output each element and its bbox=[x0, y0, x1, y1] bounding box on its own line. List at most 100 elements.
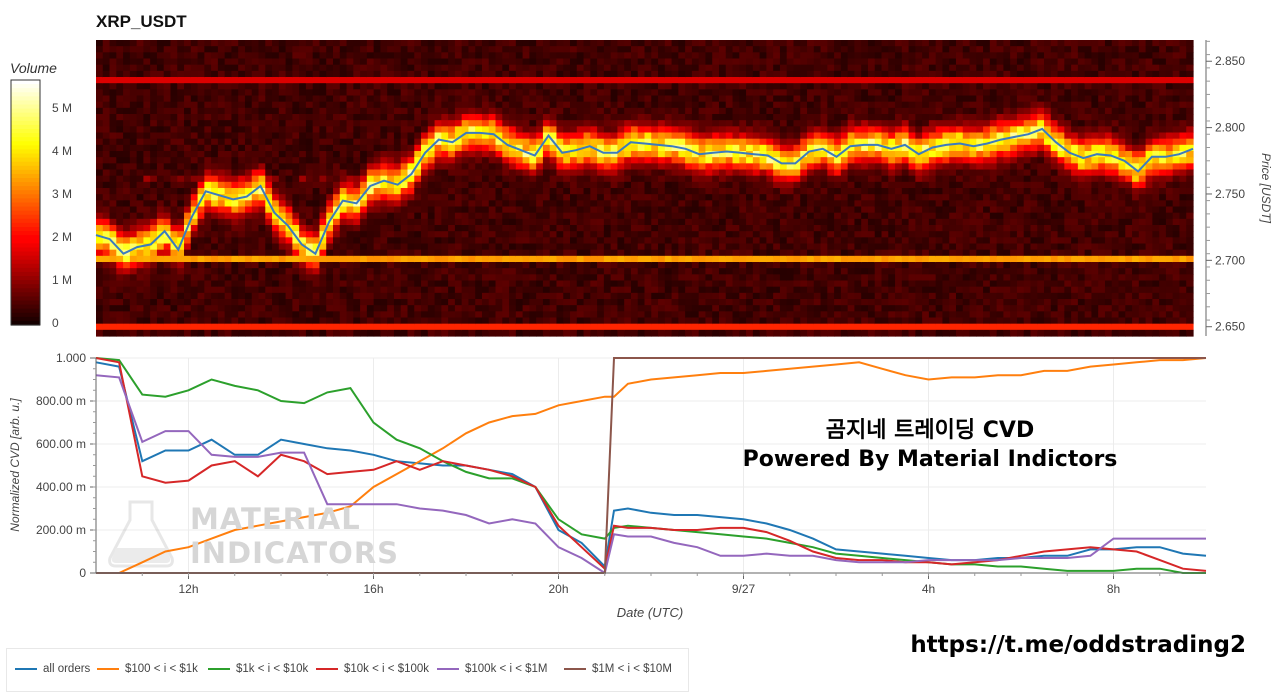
heatmap-cell bbox=[427, 262, 436, 269]
heatmap-cell bbox=[630, 126, 639, 134]
heatmap-cell bbox=[299, 163, 307, 171]
heatmap-cell bbox=[746, 64, 754, 72]
heatmap-cell bbox=[678, 305, 686, 312]
heatmap-cell bbox=[705, 299, 713, 306]
heatmap-cell bbox=[454, 58, 463, 66]
heatmap-cell bbox=[759, 194, 767, 201]
heatmap-cell bbox=[305, 292, 314, 300]
heatmap-cell bbox=[278, 249, 287, 257]
heatmap-cell bbox=[624, 40, 632, 47]
heatmap-cell bbox=[651, 64, 659, 72]
heatmap-cell bbox=[177, 200, 185, 208]
heatmap-cell bbox=[258, 262, 266, 269]
heatmap-cell bbox=[597, 163, 605, 171]
heatmap-cell bbox=[346, 120, 354, 127]
heatmap-cell bbox=[637, 132, 646, 140]
heatmap-cell bbox=[786, 58, 795, 66]
heatmap-cell bbox=[691, 120, 700, 127]
heatmap-cell bbox=[224, 40, 233, 47]
heatmap-cell bbox=[333, 181, 341, 189]
heatmap-cell bbox=[217, 212, 226, 220]
heatmap-cell bbox=[522, 218, 530, 226]
heatmap-cell bbox=[366, 237, 375, 245]
heatmap-cell bbox=[590, 280, 598, 288]
heatmap-cell bbox=[570, 188, 578, 195]
heatmap-cell bbox=[353, 52, 361, 60]
heatmap-cell bbox=[380, 70, 388, 78]
heatmap-cell bbox=[475, 83, 483, 90]
heatmap-cell bbox=[204, 243, 212, 251]
heatmap-cell bbox=[224, 200, 233, 208]
heatmap-cell bbox=[488, 237, 497, 245]
heatmap-cell bbox=[495, 188, 503, 195]
heatmap-cell bbox=[624, 175, 632, 183]
heatmap-cell bbox=[299, 292, 307, 300]
heatmap-cell bbox=[732, 46, 740, 53]
heatmap-cell bbox=[339, 138, 348, 146]
heatmap-cell bbox=[434, 163, 442, 171]
heatmap-cell bbox=[644, 144, 652, 152]
heatmap-cell bbox=[481, 64, 490, 72]
heatmap-cell bbox=[231, 169, 239, 177]
heatmap-cell bbox=[265, 243, 273, 251]
heatmap-cell bbox=[651, 40, 659, 47]
heatmap-cell bbox=[278, 70, 287, 78]
heatmap-cell bbox=[102, 132, 111, 140]
heatmap-cell bbox=[123, 101, 131, 109]
heatmap-cell bbox=[502, 262, 510, 269]
heatmap-cell bbox=[312, 280, 321, 288]
heatmap-cell bbox=[346, 151, 354, 158]
heatmap-cell bbox=[136, 83, 144, 90]
heatmap-cell bbox=[617, 225, 625, 232]
heatmap-cell bbox=[630, 237, 639, 245]
heatmap-cell bbox=[671, 126, 679, 134]
heatmap-cell bbox=[766, 101, 774, 109]
heatmap-cell bbox=[251, 243, 260, 251]
heatmap-cell bbox=[603, 225, 612, 232]
heatmap-cell bbox=[366, 126, 375, 134]
heatmap-cell bbox=[434, 218, 442, 226]
heatmap-cell bbox=[752, 268, 761, 275]
heatmap-cell bbox=[251, 40, 260, 47]
heatmap-cell bbox=[475, 46, 483, 53]
heatmap-cell bbox=[319, 175, 327, 183]
heatmap-cell bbox=[725, 163, 734, 171]
heatmap-cell bbox=[251, 77, 260, 84]
heatmap-cell bbox=[488, 218, 497, 226]
heatmap-cell bbox=[536, 237, 544, 245]
heatmap-cell bbox=[427, 132, 436, 140]
heatmap-cell bbox=[651, 262, 659, 269]
heatmap-cell bbox=[414, 77, 422, 84]
heatmap-cell bbox=[150, 200, 158, 208]
heatmap-cell bbox=[360, 52, 368, 60]
heatmap-cell bbox=[610, 64, 619, 72]
heatmap-cell bbox=[339, 40, 348, 47]
heatmap-cell bbox=[380, 255, 388, 263]
heatmap-cell bbox=[407, 175, 415, 183]
heatmap-cell bbox=[272, 317, 280, 325]
heatmap-cell bbox=[685, 231, 693, 238]
heatmap-cell bbox=[536, 157, 544, 164]
heatmap-cell bbox=[509, 243, 517, 251]
heatmap-cell bbox=[272, 138, 280, 146]
heatmap-cell bbox=[407, 70, 415, 78]
heatmap-cell bbox=[217, 175, 226, 183]
heatmap-cell bbox=[556, 225, 564, 232]
heatmap-cell bbox=[624, 292, 632, 300]
heatmap-cell bbox=[630, 194, 639, 201]
heatmap-cell bbox=[624, 138, 632, 146]
heatmap-cell bbox=[360, 329, 368, 337]
heatmap-cell bbox=[312, 299, 321, 306]
heatmap-cell bbox=[746, 323, 754, 331]
heatmap-cell bbox=[542, 231, 551, 238]
heatmap-cell bbox=[123, 89, 131, 97]
heatmap-cell bbox=[718, 120, 727, 127]
heatmap-cell bbox=[739, 194, 747, 201]
heatmap-cell bbox=[461, 70, 470, 78]
heatmap-cell bbox=[177, 280, 185, 288]
heatmap-cell bbox=[177, 70, 185, 78]
heatmap-cell bbox=[637, 280, 646, 288]
heatmap-cell bbox=[481, 52, 490, 60]
heatmap-cell bbox=[184, 299, 192, 306]
heatmap-cell bbox=[509, 225, 517, 232]
